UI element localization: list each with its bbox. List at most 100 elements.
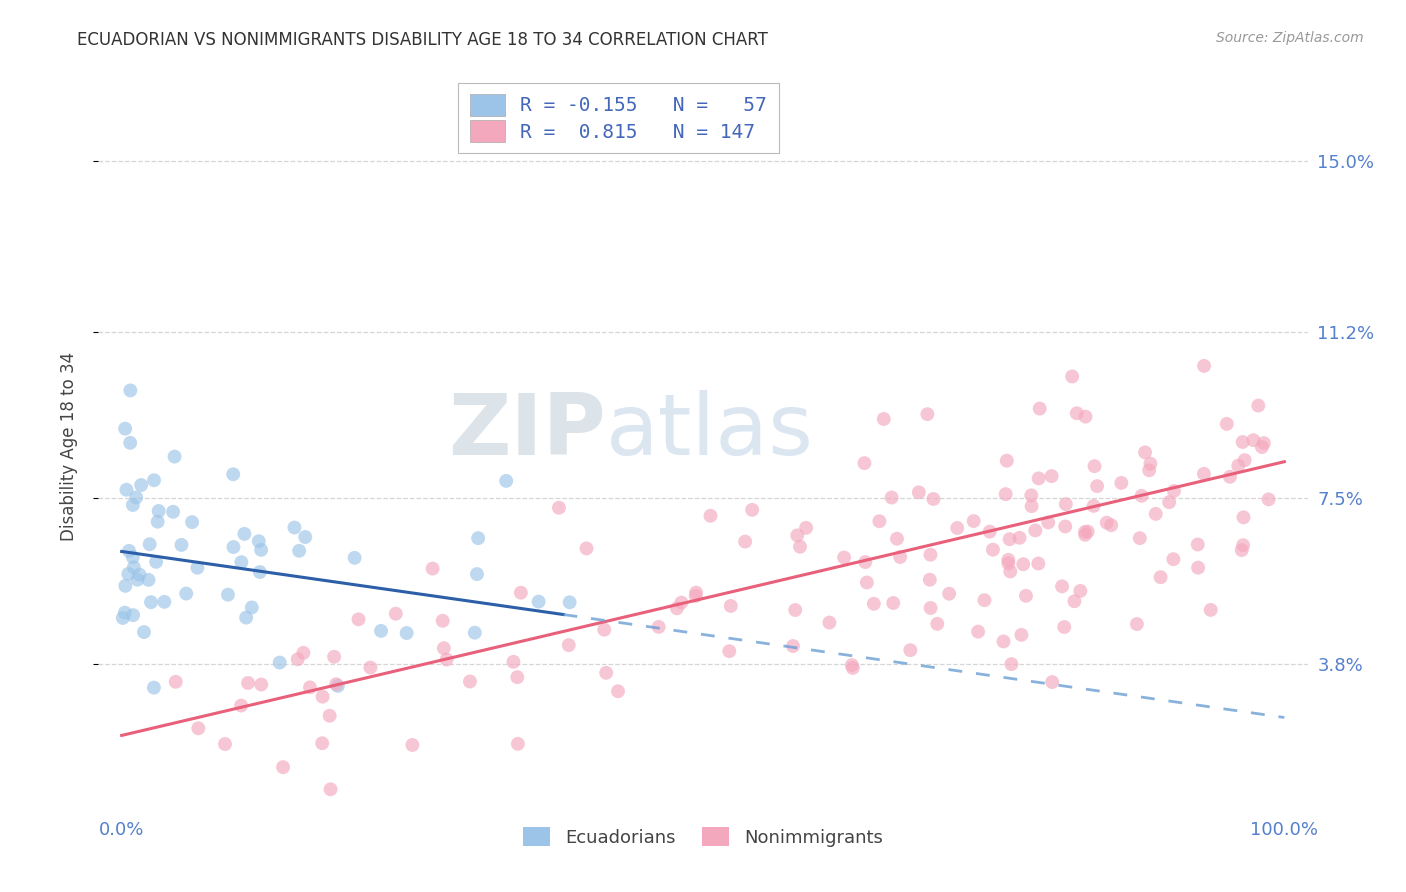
Point: [1216, 417, 1239, 431]
Point: [920, 548, 942, 562]
Point: [1111, 475, 1133, 490]
Point: [401, 738, 423, 752]
Point: [231, 555, 253, 569]
Point: [1000, 565, 1022, 579]
Point: [946, 521, 969, 535]
Point: [1021, 499, 1043, 513]
Point: [143, 473, 166, 487]
Point: [853, 555, 876, 569]
Point: [699, 508, 721, 523]
Point: [1074, 528, 1097, 542]
Point: [138, 537, 160, 551]
Point: [1085, 479, 1108, 493]
Point: [1251, 440, 1274, 454]
Point: [1219, 470, 1241, 484]
Point: [269, 656, 291, 670]
Point: [174, 586, 197, 600]
Point: [741, 503, 763, 517]
Point: [1040, 675, 1063, 690]
Point: [963, 514, 986, 528]
Point: [1232, 435, 1254, 450]
Y-axis label: Disability Age 18 to 34: Disability Age 18 to 34: [59, 351, 77, 541]
Point: [1159, 495, 1181, 509]
Point: [558, 638, 581, 652]
Point: [718, 644, 741, 658]
Point: [558, 595, 581, 609]
Point: [938, 587, 960, 601]
Point: [1232, 510, 1254, 524]
Point: [720, 599, 742, 613]
Point: [1062, 369, 1084, 384]
Point: [785, 603, 807, 617]
Point: [217, 588, 239, 602]
Point: [1038, 516, 1060, 530]
Point: [138, 573, 160, 587]
Point: [794, 521, 817, 535]
Point: [889, 549, 911, 564]
Point: [786, 528, 808, 542]
Point: [647, 620, 669, 634]
Point: [1069, 583, 1091, 598]
Point: [233, 527, 256, 541]
Point: [1230, 543, 1253, 558]
Point: [1028, 401, 1050, 416]
Point: [222, 540, 245, 554]
Point: [287, 652, 309, 666]
Text: ZIP: ZIP: [449, 390, 606, 473]
Point: [789, 540, 811, 554]
Point: [422, 561, 444, 575]
Point: [981, 542, 1004, 557]
Point: [271, 760, 294, 774]
Point: [671, 596, 693, 610]
Point: [186, 560, 208, 574]
Point: [920, 601, 942, 615]
Point: [665, 601, 688, 615]
Point: [1083, 459, 1105, 474]
Point: [1000, 657, 1022, 672]
Point: [318, 708, 340, 723]
Text: atlas: atlas: [606, 390, 814, 473]
Point: [222, 467, 245, 482]
Point: [465, 567, 488, 582]
Point: [117, 566, 139, 581]
Point: [997, 557, 1019, 571]
Point: [323, 649, 346, 664]
Point: [114, 422, 136, 436]
Point: [1187, 537, 1209, 551]
Point: [162, 505, 184, 519]
Point: [395, 626, 418, 640]
Point: [127, 573, 149, 587]
Point: [139, 595, 162, 609]
Point: [873, 412, 896, 426]
Point: [685, 585, 707, 599]
Text: Source: ZipAtlas.com: Source: ZipAtlas.com: [1216, 31, 1364, 45]
Point: [464, 625, 486, 640]
Point: [114, 606, 136, 620]
Point: [1074, 524, 1097, 539]
Point: [129, 478, 152, 492]
Point: [1074, 409, 1097, 424]
Point: [240, 600, 263, 615]
Point: [235, 610, 257, 624]
Point: [1010, 628, 1032, 642]
Point: [495, 474, 517, 488]
Point: [1130, 489, 1153, 503]
Point: [385, 607, 408, 621]
Point: [1083, 499, 1105, 513]
Point: [856, 575, 879, 590]
Point: [979, 524, 1001, 539]
Point: [1126, 617, 1149, 632]
Point: [283, 520, 305, 534]
Point: [994, 487, 1017, 501]
Point: [1040, 469, 1063, 483]
Point: [1192, 467, 1215, 481]
Point: [187, 721, 209, 735]
Point: [548, 500, 571, 515]
Point: [907, 485, 929, 500]
Point: [153, 595, 176, 609]
Point: [1024, 524, 1046, 538]
Point: [125, 491, 148, 505]
Point: [509, 585, 531, 599]
Point: [1227, 458, 1250, 473]
Point: [146, 515, 169, 529]
